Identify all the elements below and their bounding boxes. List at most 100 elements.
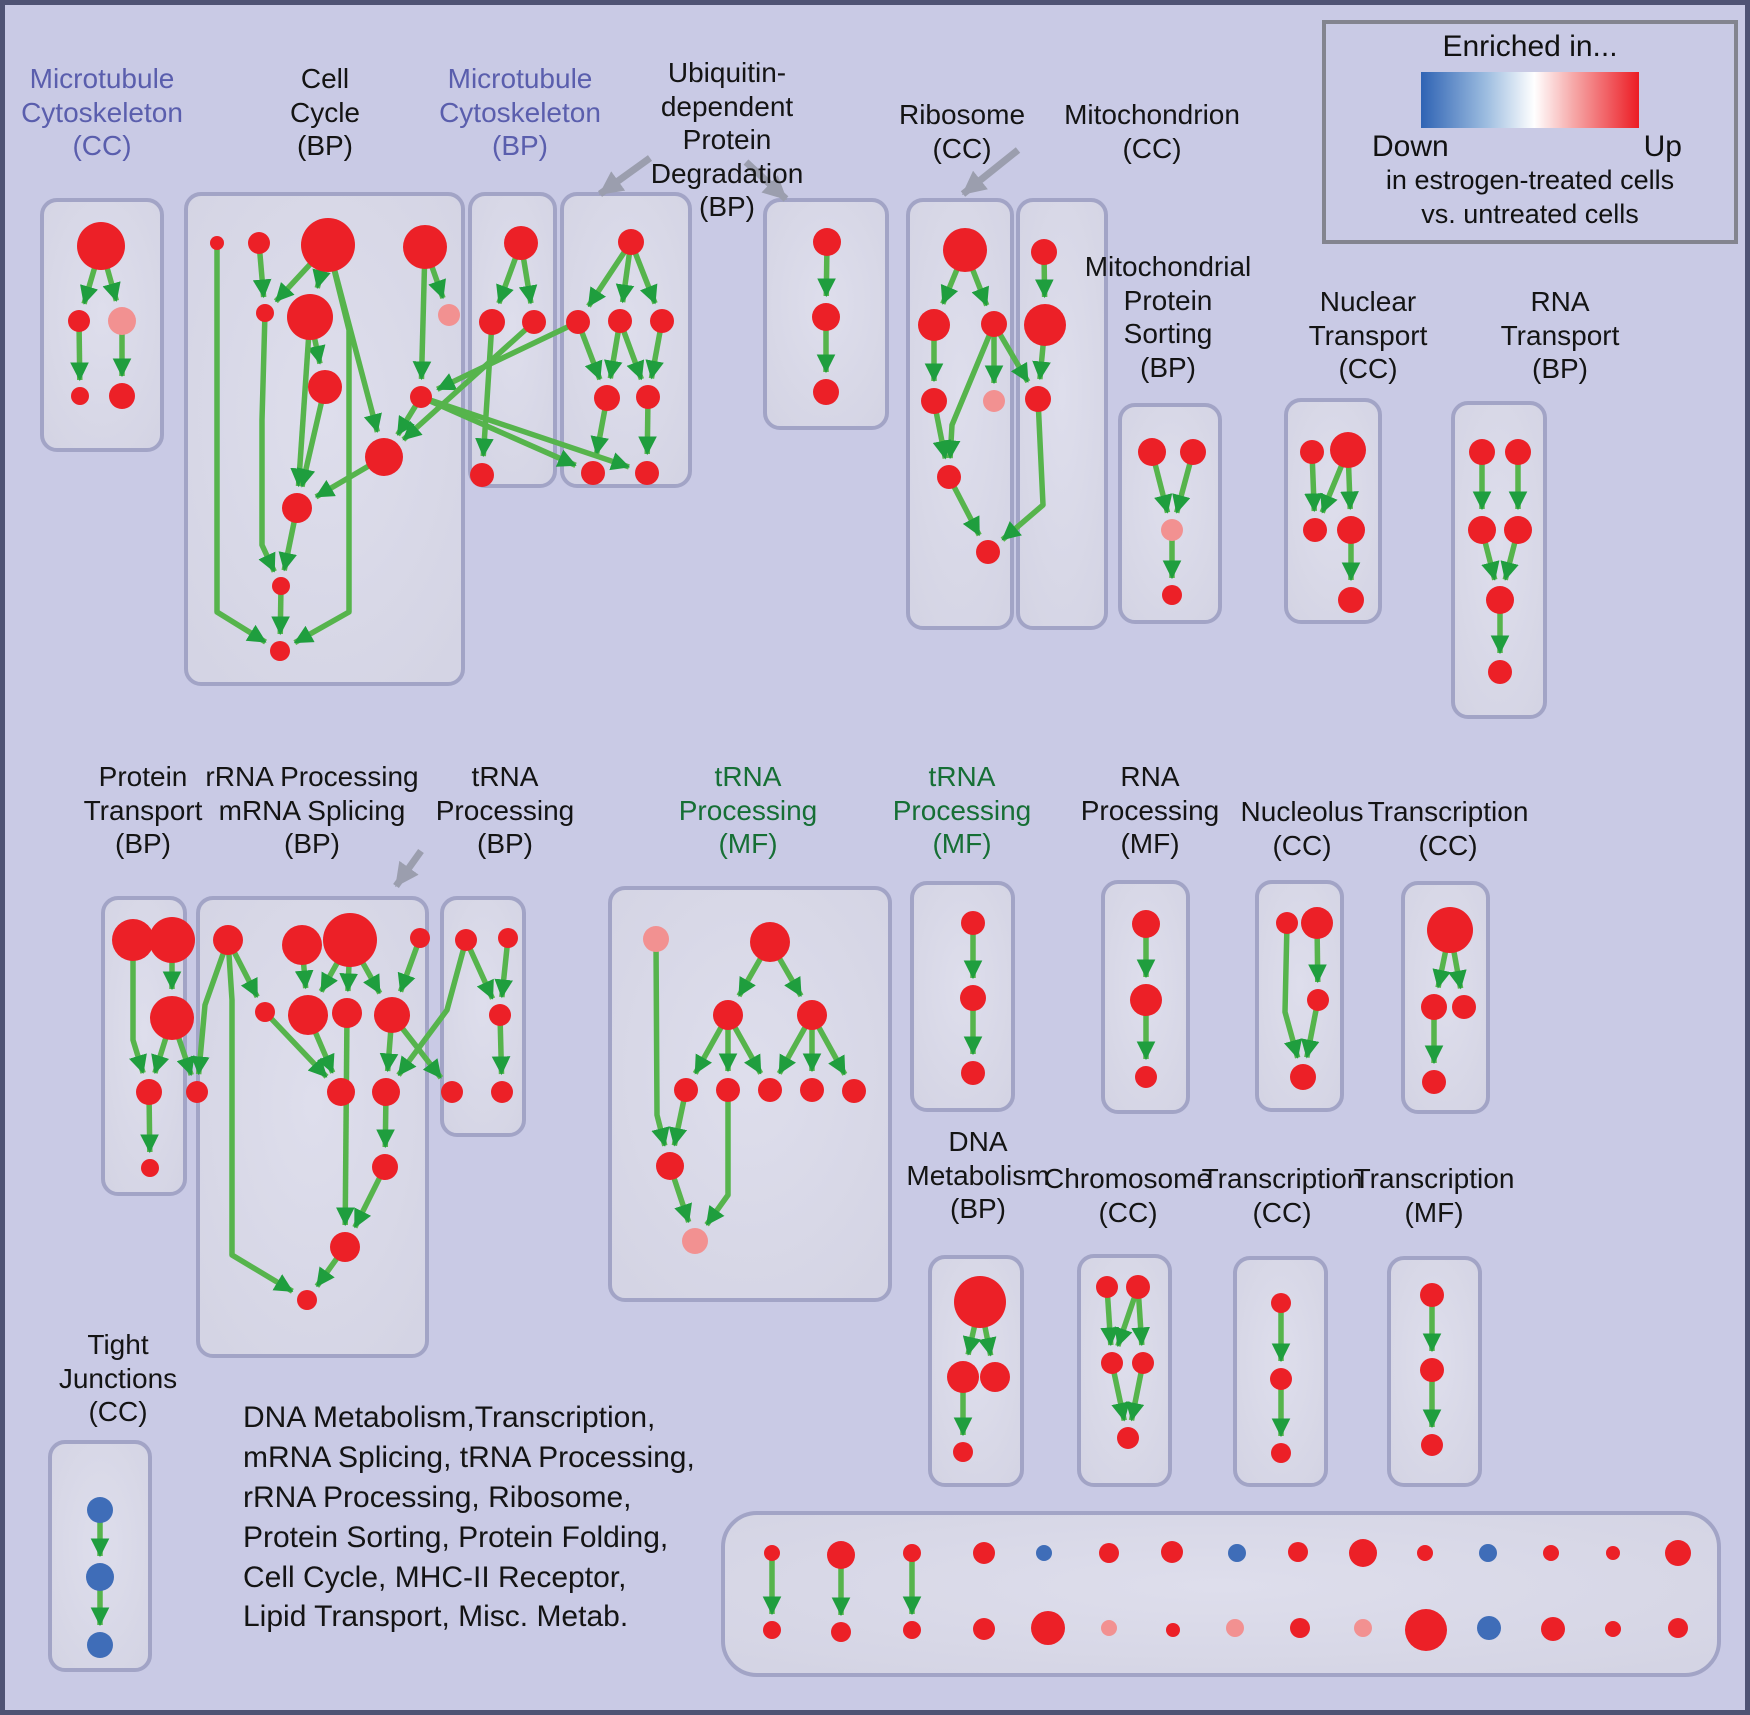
gene-node-tbp-q2: [498, 928, 518, 948]
gene-node-tbp-q1: [455, 929, 477, 951]
annotation-arrow-2: [743, 159, 789, 202]
gene-node-pt-b: [149, 917, 195, 963]
edge-tbp.q1-to-rrna.m2: [396, 939, 469, 1077]
group-box-rt: [1451, 401, 1547, 719]
gene-node-rrna-g1: [255, 1002, 275, 1022]
edge-cc.H-to-ub1.B2: [420, 394, 631, 471]
gene-node-mtcc-c: [108, 307, 136, 335]
label-microtubule-cytoskeleton-bp: Microtubule Cytoskeleton (BP): [439, 63, 601, 162]
gene-node-ub1-B1: [581, 461, 605, 485]
gene-node-tc1-v3: [1452, 995, 1476, 1019]
gene-node-misc-p15b: [1668, 1618, 1688, 1638]
edge-cc.E-to-cc.K: [258, 312, 277, 573]
gene-node-rrna-t1: [213, 925, 243, 955]
legend-up-label: Up: [1643, 130, 1682, 163]
label-ribosome-cc: Ribosome (CC): [898, 99, 1026, 164]
legend: Enriched in... Down Up in estrogen-treat…: [1322, 20, 1738, 244]
gene-node-ub1-B2: [635, 461, 659, 485]
gene-node-tmf1-c1: [713, 1000, 743, 1030]
gene-node-misc-p2t: [827, 1541, 855, 1569]
gene-node-misc-p14t: [1606, 1546, 1620, 1560]
gene-node-mtcc-d: [71, 387, 89, 405]
gene-node-tbp-b2: [491, 1081, 513, 1103]
edge-rrna.t1-to-rrna.s: [190, 939, 231, 1076]
gene-node-tmf1-pk2: [682, 1228, 708, 1254]
gene-node-mito-T: [1031, 239, 1057, 265]
gene-node-pt-d: [136, 1079, 162, 1105]
gene-node-mtbp-M1: [479, 309, 505, 335]
gene-node-rt-c: [1468, 516, 1496, 544]
gene-node-misc-p8b: [1226, 1619, 1244, 1637]
gene-node-misc-p11b: [1405, 1609, 1447, 1651]
edge-nuc.u1-to-nuc.u4: [1282, 922, 1302, 1059]
label-mitochondrial-protein-sorting-bp: Mitochondrial Protein Sorting (BP): [1084, 251, 1252, 383]
gene-node-ub1-N2: [636, 385, 660, 409]
gene-node-rt-f: [1488, 660, 1512, 684]
gene-node-rt-b: [1505, 439, 1531, 465]
gene-node-tmf3-z2: [1420, 1358, 1444, 1382]
gene-node-rib-B: [976, 540, 1000, 564]
gene-node-misc-p12b: [1477, 1616, 1501, 1640]
gene-node-chr-x2: [1126, 1275, 1150, 1299]
gene-node-mtbp-M2: [522, 310, 546, 334]
gene-node-tc1-v2: [1421, 994, 1447, 1020]
gene-node-tmf1-d1: [674, 1078, 698, 1102]
gene-node-rrna-t4: [410, 928, 430, 948]
gene-node-mps-b: [1180, 439, 1206, 465]
gene-node-chr-x5: [1117, 1427, 1139, 1449]
gene-node-cc-L: [270, 641, 290, 661]
gene-node-misc-p7t: [1161, 1541, 1183, 1563]
label-trna-processing-mf-1: tRNA Processing (MF): [678, 761, 818, 860]
gene-node-tmf1-d5: [842, 1079, 866, 1103]
gene-node-rrna-g4: [374, 997, 410, 1033]
group-box-misc: [721, 1511, 1721, 1677]
label-transcription-cc-2: Transcription (CC): [1201, 1163, 1363, 1228]
gene-node-ub1-M3: [650, 309, 674, 333]
gene-node-rib-Pk: [983, 390, 1005, 412]
gene-node-cc-E: [256, 304, 274, 322]
edge-rrna.t1-to-rrna.L: [225, 939, 294, 1294]
gene-node-rib-N1: [921, 388, 947, 414]
gene-node-mito-L: [1024, 304, 1066, 346]
gene-node-tmf3-z3: [1421, 1434, 1443, 1456]
label-protein-transport-bp: Protein Transport (BP): [83, 761, 203, 860]
gene-node-rrna-t3: [323, 913, 377, 967]
gene-node-dm-w1: [954, 1276, 1006, 1328]
gene-node-nuc-u1: [1276, 912, 1298, 934]
gene-node-misc-p4b: [973, 1618, 995, 1640]
gene-node-ub1-T: [618, 229, 644, 255]
label-misc-category-list: DNA Metabolism,Transcription, mRNA Splic…: [243, 1401, 695, 1634]
gene-node-mtbp-Bt: [470, 463, 494, 487]
gene-node-tmf1-pk1: [643, 926, 669, 952]
label-rna-processing-mf: RNA Processing (MF): [1080, 761, 1220, 860]
gene-node-dm-w4: [953, 1442, 973, 1462]
gene-node-tj-tj2: [86, 1563, 114, 1591]
gene-node-cc-B: [248, 232, 270, 254]
gene-node-misc-p10t: [1349, 1539, 1377, 1567]
gene-node-cc-K: [272, 577, 290, 595]
gene-node-misc-p3t: [903, 1544, 921, 1562]
gene-node-misc-p13t: [1543, 1545, 1559, 1561]
legend-subtitle-line2: vs. untreated cells: [1421, 198, 1639, 229]
gene-node-tmf1-e: [656, 1152, 684, 1180]
label-nucleolus-cc: Nucleolus (CC): [1240, 796, 1364, 861]
gene-node-dm-w3: [980, 1362, 1010, 1392]
label-transcription-mf: Transcription (MF): [1353, 1163, 1515, 1228]
label-chromosome-cc: Chromosome (CC): [1043, 1163, 1213, 1228]
gene-node-cc-F: [287, 294, 333, 340]
gene-node-rrna-m1: [327, 1078, 355, 1106]
gene-node-misc-p13b: [1541, 1617, 1565, 1641]
legend-gradient-bar: [1421, 72, 1639, 128]
gene-node-tbp-b1: [441, 1081, 463, 1103]
gene-node-rrna-t2: [282, 925, 322, 965]
edge-rrna.g3-to-rrna.o: [335, 1012, 355, 1227]
legend-subtitle-line1: in estrogen-treated cells: [1385, 165, 1675, 195]
edge-cc.D-to-cc.H: [412, 246, 432, 381]
gene-node-ub2-a: [813, 228, 841, 256]
gene-node-ub2-c: [813, 379, 839, 405]
gene-node-tmf1-d3: [758, 1078, 782, 1102]
group-box-nuc: [1255, 880, 1344, 1112]
edge-cc.G-to-cc.J: [296, 386, 328, 488]
edge-rrna.g1-to-rrna.m1: [263, 1010, 329, 1079]
gene-node-mtcc-b: [68, 310, 90, 332]
